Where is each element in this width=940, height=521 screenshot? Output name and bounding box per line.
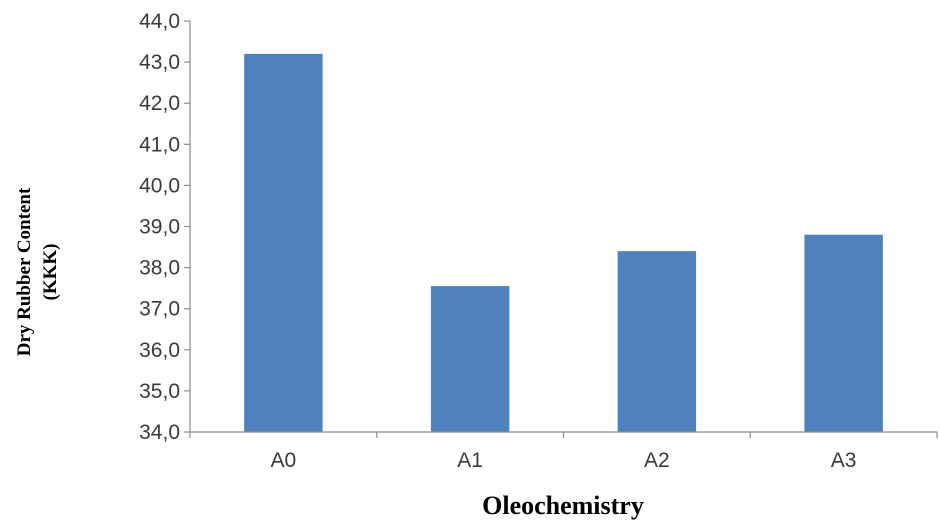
x-axis-title: Oleochemistry — [482, 491, 644, 520]
y-axis-title-line2: (KKK) — [40, 244, 61, 301]
bars — [244, 53, 883, 432]
x-tick-label-a3: A3 — [831, 449, 857, 472]
y-tick-label: 41,0 — [139, 133, 180, 156]
y-tick-label: 38,0 — [139, 257, 180, 280]
bar-a1 — [430, 286, 510, 432]
y-tick-label: 42,0 — [139, 92, 180, 115]
y-tick-label: 34,0 — [139, 421, 180, 444]
bar-a2 — [617, 251, 697, 432]
y-axis-ticks: 34,0 35,0 36,0 37,0 38,0 39,0 40,0 41,0 42,0 43,0… — [139, 10, 190, 444]
y-tick-label: 44,0 — [139, 10, 180, 33]
y-tick-label: 36,0 — [139, 339, 180, 362]
x-tick-label-a0: A0 — [271, 449, 297, 472]
y-tick-label: 35,0 — [139, 380, 180, 403]
y-axis-title-line1: Dry Rubber Content — [14, 187, 35, 356]
y-tick-label: 39,0 — [139, 216, 180, 239]
y-axis-title: Dry Rubber Content (KKK) — [14, 187, 61, 356]
y-tick-label: 40,0 — [139, 174, 180, 197]
y-tick-label: 43,0 — [139, 51, 180, 74]
bar-a0 — [244, 53, 323, 432]
x-tick-label-a1: A1 — [457, 449, 483, 472]
x-tick-label-a2: A2 — [644, 449, 670, 472]
x-axis-ticks: A0 A1 A2 A3 — [189, 432, 938, 472]
y-tick-label: 37,0 — [139, 298, 180, 321]
bar-a3 — [804, 234, 883, 432]
